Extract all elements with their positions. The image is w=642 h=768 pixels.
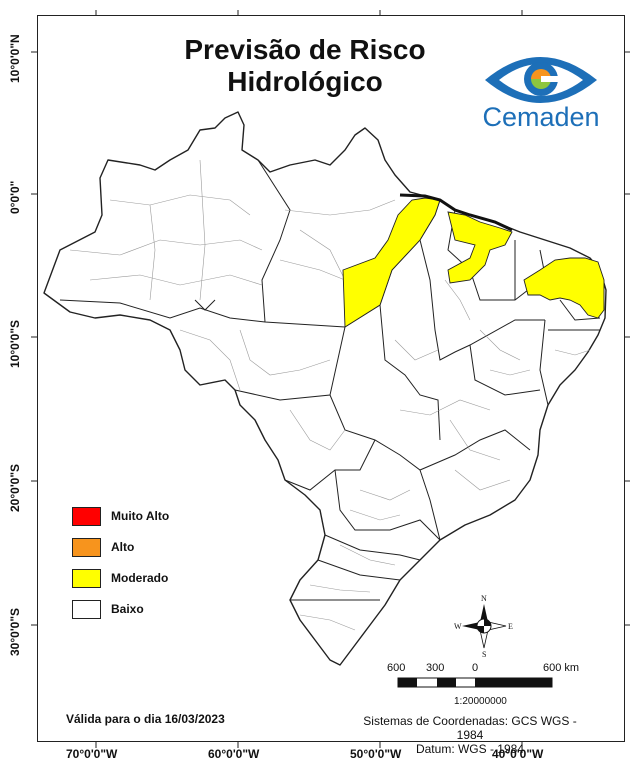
legend-swatch (72, 568, 101, 588)
y-tick-label: 0°0'0" (8, 180, 22, 214)
compass-rose-icon (462, 604, 507, 649)
legend-item-muito-alto: Muito Alto (72, 506, 169, 526)
scale-label: 0 (472, 662, 479, 674)
x-tick-label: 60°0'0"W (208, 747, 260, 761)
legend-item-baixo: Baixo (72, 599, 169, 619)
legend-item-alto: Alto (72, 537, 169, 557)
legend-label: Baixo (111, 602, 144, 616)
y-tick-label: 20°0'0"S (8, 463, 22, 512)
crs-line-1: Sistemas de Coordenadas: GCS WGS - 1984 (363, 714, 577, 742)
cemaden-eye-logo-icon (485, 57, 597, 103)
legend-label: Alto (111, 540, 135, 554)
brazil-outline (43, 111, 607, 666)
x-tick-label: 50°0'0"W (350, 747, 402, 761)
legend: Muito Alto Alto Moderado Baixo (72, 506, 169, 630)
y-tick-label: 10°0'0"N (8, 34, 22, 83)
scale-bar (397, 677, 553, 688)
scale-ratio: 1:20000000 (454, 696, 507, 707)
legend-swatch (72, 599, 101, 619)
legend-label: Moderado (111, 571, 169, 585)
map-title: Previsão de Risco Hidrológico (150, 34, 460, 98)
legend-label: Muito Alto (111, 509, 170, 523)
scale-label: 600 km (543, 662, 580, 674)
valid-date: Válida para o dia 16/03/2023 (66, 712, 225, 726)
moderate-risk-regions (342, 197, 605, 328)
legend-swatch (72, 506, 101, 526)
x-tick-label: 40°0'0"W (492, 747, 544, 761)
crs-line-2: Datum: WGS - 1984 (415, 742, 525, 756)
legend-swatch (72, 537, 101, 557)
legend-item-moderado: Moderado (72, 568, 169, 588)
y-tick-label: 30°0'0"S (8, 607, 22, 656)
logo-text: Cemaden (482, 102, 600, 132)
scale-label: 600 (387, 662, 406, 674)
y-tick-label: 10°0'0"S (8, 319, 22, 368)
title-line-1: Previsão de Risco (184, 34, 426, 65)
region-borders (69, 159, 591, 631)
title-line-2: Hidrológico (227, 66, 383, 97)
coordinate-system: Sistemas de Coordenadas: GCS WGS - 1984 … (350, 714, 590, 756)
compass-north: N (481, 594, 487, 603)
compass-south: S (482, 650, 487, 659)
state-borders (59, 159, 601, 601)
x-tick-label: 70°0'0"W (66, 747, 118, 761)
compass-east: E (508, 622, 513, 631)
scale-label: 300 (426, 662, 445, 674)
compass-west: W (454, 622, 462, 631)
